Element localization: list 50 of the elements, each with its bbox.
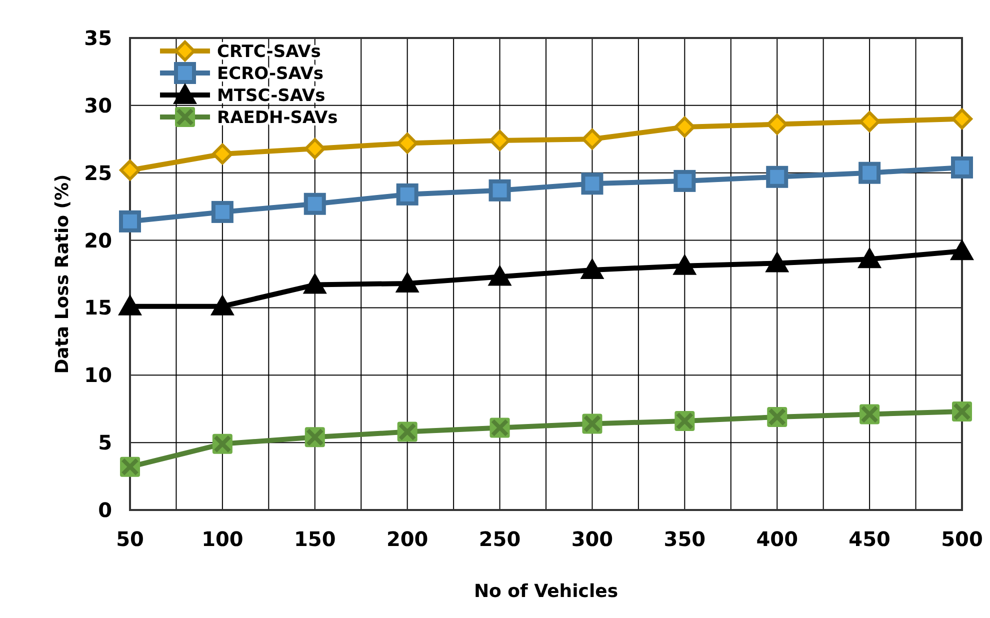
point (120, 160, 140, 181)
point (674, 116, 696, 138)
y-tick-label: 30 (84, 93, 112, 118)
point (859, 111, 880, 132)
y-axis-title: Data Loss Ratio (%) (52, 174, 73, 374)
point (395, 271, 420, 292)
point (304, 192, 326, 215)
point (119, 210, 141, 232)
point (766, 166, 788, 188)
x-tick-label: 350 (664, 527, 706, 551)
y-tick-label: 0 (98, 498, 112, 522)
x-tick-label: 100 (202, 527, 244, 551)
y-tick-label: 15 (84, 296, 112, 320)
point (212, 143, 233, 164)
x-axis-title: No of Vehicles (474, 581, 618, 602)
point (858, 162, 881, 184)
point (118, 294, 142, 316)
point (951, 156, 973, 178)
point (488, 264, 512, 286)
y-tick-label: 35 (84, 26, 112, 50)
point (766, 114, 788, 135)
y-tick-label: 10 (84, 363, 112, 388)
point (582, 128, 603, 150)
point (858, 247, 882, 268)
point (488, 179, 511, 202)
y-tick-label: 25 (84, 160, 112, 185)
x-tick-label: 400 (756, 527, 798, 551)
point (952, 108, 972, 130)
point (580, 258, 604, 279)
point (304, 138, 326, 160)
point (674, 170, 696, 192)
point (950, 239, 974, 260)
x-tick-label: 150 (294, 527, 336, 551)
point (489, 130, 510, 151)
x-tick-label: 250 (478, 527, 521, 551)
x-tick-label: 200 (386, 527, 428, 551)
point (396, 183, 418, 206)
x-tick-label: 450 (848, 527, 890, 551)
x-tick-label: 300 (571, 527, 614, 551)
y-tick-label: 20 (84, 228, 112, 252)
point (581, 172, 604, 195)
point (210, 294, 234, 316)
x-tick-label: 50 (116, 527, 144, 551)
point (302, 272, 327, 294)
y-tick-label: 5 (98, 430, 112, 455)
point (211, 200, 234, 223)
x-tick-label: 500 (941, 527, 983, 551)
point (396, 132, 418, 154)
point (765, 251, 790, 272)
point (672, 254, 697, 275)
